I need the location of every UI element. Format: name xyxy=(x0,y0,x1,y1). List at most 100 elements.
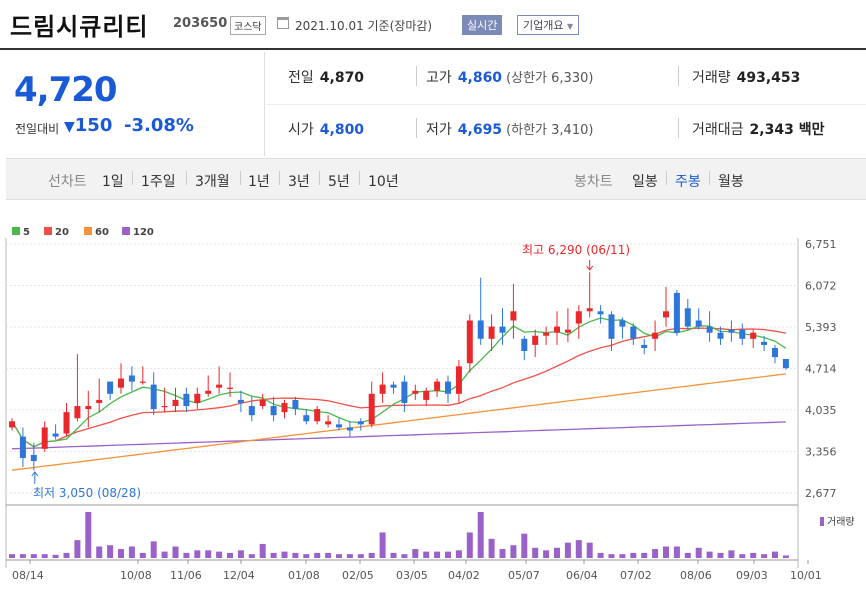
candle-body xyxy=(314,409,321,422)
legend-label: 20 xyxy=(55,227,69,238)
tab-1d[interactable]: 1일 xyxy=(102,174,124,190)
candle-body xyxy=(161,406,168,408)
candle-body xyxy=(652,332,659,339)
divider xyxy=(240,171,241,185)
price-box: 4,720 전일대비 ▼150 -3.08% xyxy=(6,52,265,156)
candle-body xyxy=(575,311,582,324)
candle-body xyxy=(9,421,15,428)
candle-body xyxy=(412,390,419,394)
candle-body xyxy=(739,329,746,339)
candle-body xyxy=(237,399,244,403)
overview-dropdown[interactable]: 기업개요 ▼ xyxy=(517,15,580,35)
candle-chart-label: 봉차트 xyxy=(574,174,613,190)
volume-bar xyxy=(706,551,713,558)
date-label: 2021.10.01 기준(장마감) xyxy=(295,19,433,33)
candle-body xyxy=(96,399,103,403)
high-value: 4,860 xyxy=(457,70,503,86)
tab-10y[interactable]: 10년 xyxy=(368,174,399,190)
volume-bar xyxy=(532,547,539,558)
candle-body xyxy=(216,384,223,388)
y-tick-label: 6,072 xyxy=(805,280,837,293)
candle-body xyxy=(695,320,702,327)
divider xyxy=(279,171,280,185)
divider xyxy=(132,171,133,185)
volume-bar xyxy=(412,549,419,558)
candle-body xyxy=(477,320,484,339)
candle-body xyxy=(434,381,441,391)
volume-bar xyxy=(259,543,266,558)
tab-1w[interactable]: 1주일 xyxy=(141,174,176,190)
volume-bar xyxy=(445,551,451,558)
volume-bar xyxy=(652,549,659,558)
candle-body xyxy=(205,390,212,394)
realtime-button[interactable]: 실시간 xyxy=(462,15,503,35)
volume-bar xyxy=(227,552,233,558)
chart-tabs: 선차트 1일 1주일 3개월 1년 3년 5년 10년 봉차트 일봉 주봉 월봉 xyxy=(6,158,866,200)
volume-bar xyxy=(728,550,735,558)
volume-bar xyxy=(782,555,789,558)
candle-body xyxy=(717,332,724,339)
tab-3y[interactable]: 3년 xyxy=(288,174,310,190)
candle-body xyxy=(270,406,277,416)
candle-body xyxy=(630,326,637,339)
candle-body xyxy=(554,326,560,333)
legend-swatch xyxy=(122,227,130,235)
x-tick-label: 07/02 xyxy=(620,569,652,582)
divider xyxy=(359,171,360,185)
volume-bar xyxy=(336,554,342,558)
candle-body xyxy=(390,384,397,388)
tab-monthly[interactable]: 월봉 xyxy=(718,174,744,190)
stock-code: 203650 xyxy=(173,16,228,31)
candle-body xyxy=(139,381,146,383)
volume-bar xyxy=(161,551,168,558)
volume-bar xyxy=(128,546,135,558)
candle-body xyxy=(728,329,735,333)
x-tick-label: 02/05 xyxy=(342,569,374,582)
tab-1y[interactable]: 1년 xyxy=(248,174,270,190)
candle-body xyxy=(85,406,92,410)
volume-bar xyxy=(270,552,277,558)
volume-bar xyxy=(314,552,321,558)
volume-bar xyxy=(434,551,441,558)
volume-bar xyxy=(739,554,746,558)
candle-body xyxy=(248,406,255,416)
volume-bar xyxy=(74,540,81,558)
stock-chart[interactable]: 5 20 60 120 6,751 6,072 5,393 4,714 4,035 3,356 2,… xyxy=(0,200,866,591)
candle-body xyxy=(118,378,124,388)
candle-body xyxy=(292,399,299,410)
ma-line-20 xyxy=(11,327,787,448)
candle-body xyxy=(510,311,517,321)
legend-label: 5 xyxy=(23,227,30,238)
candle-body xyxy=(586,308,593,312)
volume-bar xyxy=(205,550,212,558)
volume-bar xyxy=(150,541,157,558)
candle-body xyxy=(532,335,539,345)
tab-daily[interactable]: 일봉 xyxy=(632,174,658,190)
y-tick-label: 6,751 xyxy=(805,238,837,251)
tab-5y[interactable]: 5년 xyxy=(328,174,350,190)
volume-bar xyxy=(401,554,408,558)
volume-bar xyxy=(717,552,724,558)
volume-bar xyxy=(423,551,430,558)
candle-body xyxy=(673,292,680,333)
prev-close-label: 전일 xyxy=(288,70,314,86)
volume-bar xyxy=(608,554,615,558)
candle-body xyxy=(41,427,48,449)
candle-body xyxy=(303,415,310,422)
candle-body xyxy=(543,332,550,336)
volume-bar xyxy=(292,552,299,558)
candle-body xyxy=(521,338,528,352)
y-tick-label: 2,677 xyxy=(805,487,837,500)
candle-body xyxy=(30,454,37,462)
legend-swatch xyxy=(12,227,20,235)
divider xyxy=(416,118,417,138)
tab-weekly[interactable]: 주봉 xyxy=(675,174,701,190)
volume-bar xyxy=(521,533,528,558)
candle-body xyxy=(227,387,233,389)
candle-body xyxy=(183,393,190,407)
volume-bar xyxy=(346,554,353,558)
y-tick-label: 4,035 xyxy=(805,404,837,417)
candle-body xyxy=(357,421,364,425)
tab-3m[interactable]: 3개월 xyxy=(195,174,230,190)
lower-limit: (하한가 3,410) xyxy=(506,123,594,138)
